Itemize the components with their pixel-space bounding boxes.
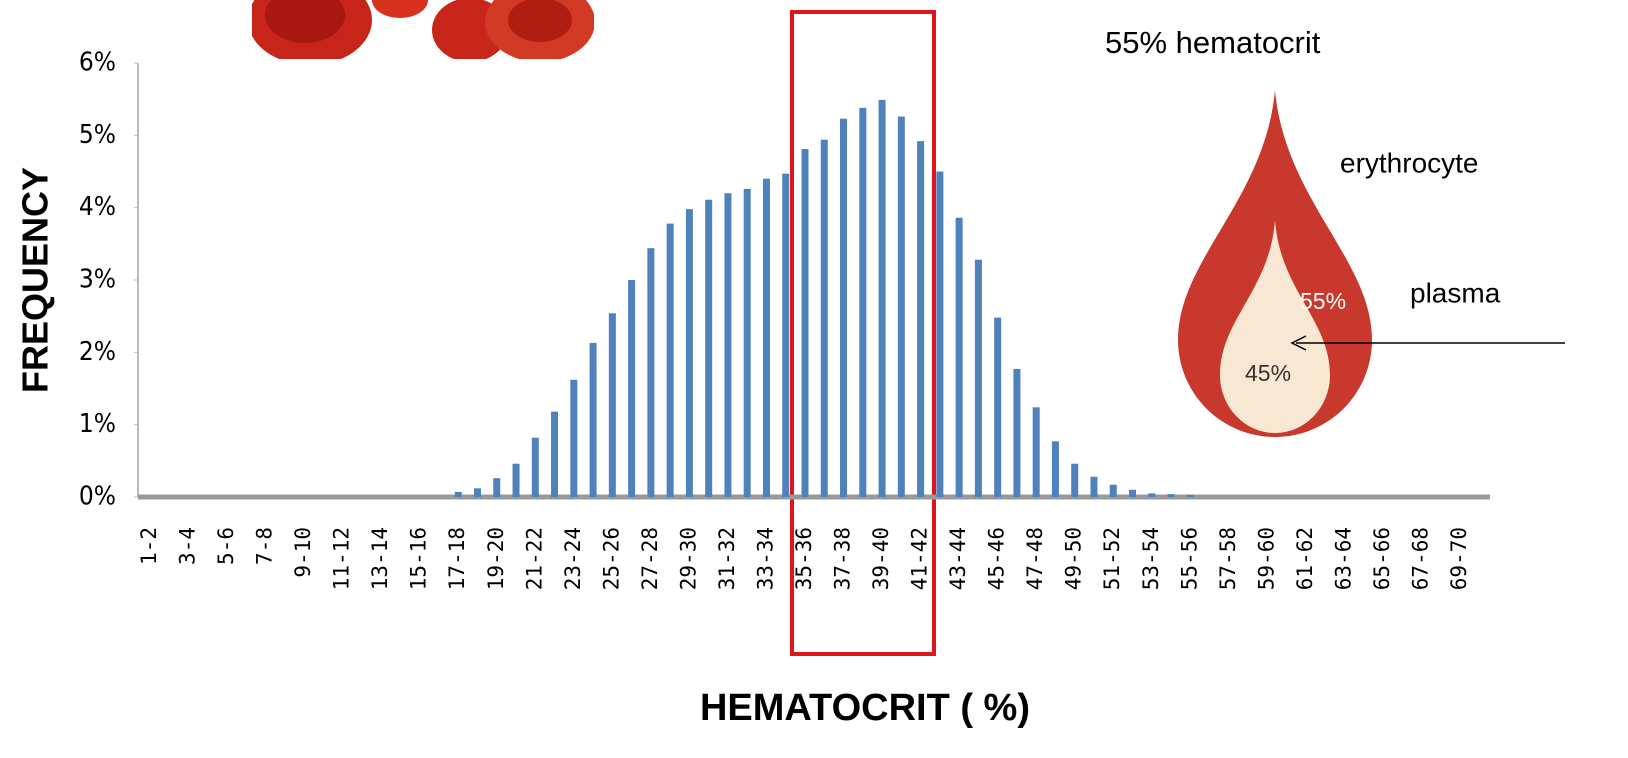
bar (1148, 493, 1155, 497)
bar (763, 179, 770, 497)
y-tick-label: 0% (79, 482, 116, 512)
x-tick-label: 33-34 (753, 527, 777, 590)
annotation: 55% hematocrit (1105, 25, 1321, 60)
x-tick-label: 11-12 (330, 527, 354, 590)
bar (609, 313, 616, 497)
x-tick-label: 19-20 (484, 527, 508, 590)
bar (474, 488, 481, 497)
x-tick-label: 25-26 (599, 527, 623, 590)
annotation: 45% (1245, 360, 1291, 386)
bar (1052, 441, 1059, 497)
y-tick-label: 6% (79, 48, 116, 78)
x-tick-label: 49-50 (1062, 527, 1086, 590)
y-tick-label: 1% (79, 409, 116, 439)
x-tick-label: 57-58 (1216, 527, 1240, 590)
x-tick-label: 17-18 (445, 527, 469, 590)
bar (744, 189, 751, 497)
bar (859, 108, 866, 497)
bar (570, 380, 577, 497)
x-tick-label: 15-16 (407, 527, 431, 590)
x-tick-label: 37-38 (831, 527, 855, 590)
y-tick-label: 4% (79, 192, 116, 222)
annotation: plasma (1410, 277, 1501, 308)
bar (975, 260, 982, 497)
bar (532, 438, 539, 497)
x-tick-label: 21-22 (522, 527, 546, 590)
bar (879, 100, 886, 497)
bar (647, 248, 654, 497)
bar (1129, 490, 1136, 497)
bar (1168, 494, 1175, 497)
x-tick-label: 31-32 (715, 527, 739, 590)
x-tick-label: 7-8 (253, 527, 277, 565)
bar (705, 200, 712, 497)
x-tick-label: 67-68 (1408, 527, 1432, 590)
x-tick-label: 39-40 (869, 527, 893, 590)
x-tick-label: 51-52 (1100, 527, 1124, 590)
x-tick-label: 65-66 (1370, 527, 1394, 590)
bar (455, 492, 462, 497)
bar (1090, 477, 1097, 497)
x-tick-label: 63-64 (1331, 527, 1355, 590)
y-tick-label: 2% (79, 337, 116, 367)
bar (513, 464, 520, 497)
bar (782, 174, 789, 497)
chart: FREQUENCY HEMATOCRIT ( %) 55% hematocrit… (0, 0, 1628, 758)
x-tick-label: 45-46 (985, 527, 1009, 590)
bar (917, 141, 924, 497)
bar (493, 478, 500, 497)
x-tick-label: 9-10 (291, 527, 315, 578)
bar (1033, 407, 1040, 497)
x-tick-label: 59-60 (1254, 527, 1278, 590)
bar (628, 280, 635, 497)
x-tick-label: 47-48 (1023, 527, 1047, 590)
y-tick-label: 3% (79, 265, 116, 295)
x-tick-label: 23-24 (561, 527, 585, 590)
annotation: 55% (1300, 288, 1346, 314)
x-tick-label: 29-30 (676, 527, 700, 590)
x-tick-label: 3-4 (176, 527, 200, 565)
y-tick-label: 5% (79, 120, 116, 150)
bar (936, 172, 943, 498)
bar (802, 149, 809, 497)
x-tick-label: 55-56 (1177, 527, 1201, 590)
bar (667, 224, 674, 497)
blood-cells-image (248, 0, 595, 65)
x-tick-label: 5-6 (214, 527, 238, 565)
bar (994, 318, 1001, 497)
x-tick-label: 41-42 (908, 527, 932, 590)
bar (898, 117, 905, 497)
annotation: erythrocyte (1340, 147, 1479, 178)
x-axis-title: HEMATOCRIT ( %) (700, 687, 1030, 729)
x-tick-label: 69-70 (1447, 527, 1471, 590)
x-tick-label: 27-28 (638, 527, 662, 590)
bar (840, 119, 847, 497)
bar (686, 209, 693, 497)
x-tick-label: 53-54 (1139, 527, 1163, 590)
bar (1013, 369, 1020, 497)
bar (590, 343, 597, 497)
bar (1187, 495, 1194, 497)
bar (1071, 464, 1078, 497)
bar (724, 193, 731, 497)
bar (821, 140, 828, 497)
bar (551, 412, 558, 497)
y-axis-title: FREQUENCY (15, 167, 56, 393)
bar (956, 218, 963, 497)
x-tick-label: 43-44 (946, 527, 970, 590)
bar (1110, 485, 1117, 497)
x-tick-label: 35-36 (792, 527, 816, 590)
x-tick-label: 13-14 (368, 527, 392, 590)
x-tick-label: 1-2 (137, 527, 161, 565)
x-tick-label: 61-62 (1293, 527, 1317, 590)
